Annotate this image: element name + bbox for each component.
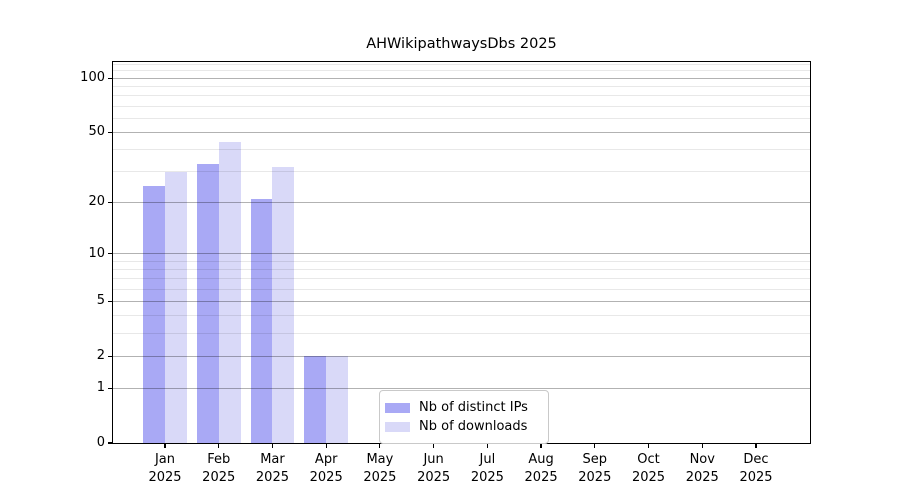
x-tick-mark: [433, 444, 435, 448]
y-tick-label: 5: [96, 293, 105, 309]
x-tick-label: Sep 2025: [578, 452, 612, 485]
y-tick-label: 0: [96, 435, 105, 450]
x-tick-mark: [647, 444, 650, 448]
bar-nb-of-downloads-apr: [326, 356, 348, 443]
legend-label-distinct-ips: Nb of distinct IPs: [419, 400, 528, 415]
bar-nb-of-distinct-ips-mar: [250, 198, 273, 443]
x-tick-mark: [218, 444, 220, 448]
y-tick-label: 20: [88, 194, 105, 210]
x-tick-mark: [540, 444, 542, 448]
downloads-swatch-icon: [385, 421, 410, 432]
bar-nb-of-distinct-ips-apr: [304, 356, 327, 443]
legend-item-downloads: Nb of downloads: [385, 417, 548, 436]
x-tick-mark: [755, 444, 757, 448]
gridline-minor: [113, 86, 810, 88]
x-tick-mark: [164, 444, 166, 448]
gridline-minor: [113, 70, 810, 72]
y-tick-label: 2: [96, 348, 105, 364]
y-tick-mark: [108, 201, 112, 203]
bar-nb-of-downloads-mar: [272, 166, 295, 443]
bar-nb-of-downloads-feb: [218, 142, 241, 443]
x-tick-label: Jul 2025: [470, 452, 504, 485]
bar-nb-of-distinct-ips-feb: [196, 164, 219, 443]
x-tick-label: Oct 2025: [631, 452, 666, 485]
gridline-major: [113, 77, 810, 79]
x-tick-label: Nov 2025: [685, 452, 719, 485]
bar-nb-of-distinct-ips-jan: [143, 185, 165, 443]
x-tick-mark: [594, 444, 596, 448]
y-tick-label: 50: [88, 124, 105, 140]
x-tick-label: Aug 2025: [524, 452, 558, 485]
gridline-minor: [113, 95, 810, 97]
y-tick-label: 10: [88, 245, 105, 261]
gridline-minor: [113, 149, 810, 151]
plot-area: [112, 61, 811, 444]
y-tick-mark: [108, 77, 112, 79]
x-tick-label: May 2025: [363, 452, 397, 485]
y-tick-mark: [108, 387, 112, 389]
legend: Nb of distinct IPs Nb of downloads: [379, 390, 549, 444]
y-tick-label: 1: [96, 380, 105, 396]
x-tick-mark: [271, 444, 274, 448]
y-tick-mark: [108, 355, 112, 357]
y-tick-mark: [108, 252, 112, 255]
x-tick-label: Jan 2025: [148, 452, 182, 485]
x-tick-mark: [486, 444, 488, 448]
x-tick-label: Feb 2025: [202, 452, 236, 485]
x-tick-mark: [325, 444, 327, 448]
x-tick-mark: [379, 444, 381, 448]
x-tick-label: Mar 2025: [255, 452, 289, 485]
chart-title: AHWikipathwaysDbs 2025: [366, 36, 557, 52]
gridline-major: [113, 131, 810, 133]
x-tick-label: Jun 2025: [417, 452, 451, 485]
distinct-ips-swatch-icon: [385, 402, 410, 413]
gridline-minor: [113, 105, 810, 107]
gridline-minor: [113, 117, 810, 119]
x-tick-mark: [701, 444, 703, 448]
y-tick-mark: [108, 131, 112, 133]
y-tick-mark: [108, 442, 112, 444]
bar-nb-of-downloads-jan: [165, 171, 187, 443]
legend-item-distinct-ips: Nb of distinct IPs: [385, 398, 548, 417]
gridline-minor: [113, 63, 810, 65]
y-tick-mark: [108, 300, 112, 302]
x-tick-label: Dec 2025: [739, 452, 773, 485]
legend-label-downloads: Nb of downloads: [419, 419, 528, 434]
y-tick-label: 100: [80, 70, 105, 86]
x-tick-label: Apr 2025: [309, 452, 343, 485]
